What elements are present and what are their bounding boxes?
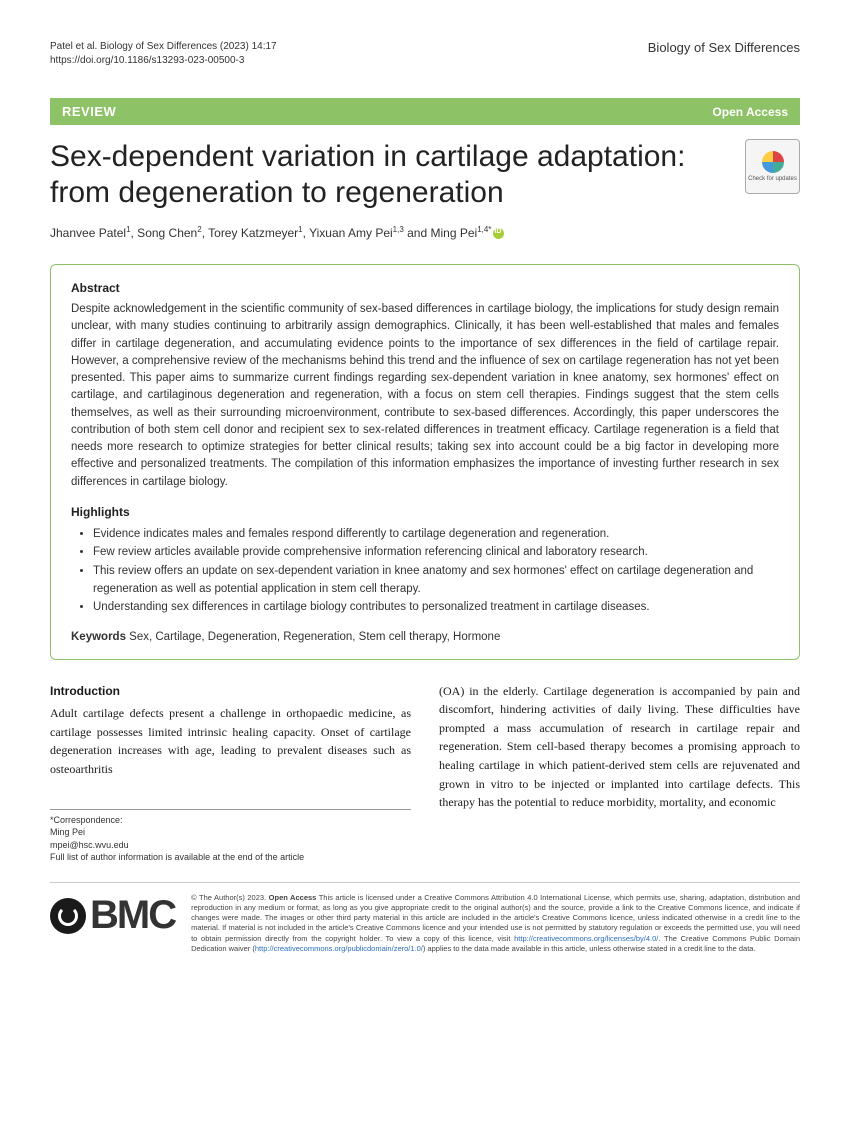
correspondence-note: Full list of author information is avail… [50, 851, 411, 864]
column-left: Introduction Adult cartilage defects pre… [50, 682, 411, 864]
keywords-line: Keywords Sex, Cartilage, Degeneration, R… [71, 631, 779, 643]
license-text: © The Author(s) 2023. Open Access This a… [191, 893, 800, 954]
orcid-icon[interactable] [493, 228, 504, 239]
check-updates-button[interactable]: Check for updates [745, 139, 800, 194]
highlight-item: Understanding sex differences in cartila… [93, 598, 779, 616]
article-type: REVIEW [62, 104, 116, 119]
abstract-heading: Abstract [71, 281, 779, 295]
highlights-list: Evidence indicates males and females res… [93, 525, 779, 617]
keywords-text: Sex, Cartilage, Degeneration, Regenerati… [129, 631, 500, 643]
intro-text-1: Adult cartilage defects present a challe… [50, 706, 411, 776]
correspondence-block: *Correspondence: Ming Pei mpei@hsc.wvu.e… [50, 809, 411, 864]
license-link-1[interactable]: http://creativecommons.org/licenses/by/4… [514, 934, 658, 943]
highlight-item: Few review articles available provide co… [93, 543, 779, 561]
open-access-label: Open Access [712, 105, 788, 119]
bmc-logo: BMC [50, 893, 175, 938]
intro-text-2: (OA) in the elderly. Cartilage degenerat… [439, 684, 800, 810]
keywords-label: Keywords [71, 631, 126, 643]
correspondence-email: mpei@hsc.wvu.edu [50, 839, 411, 852]
highlights-heading: Highlights [71, 505, 779, 519]
intro-heading: Introduction [50, 682, 411, 701]
bmc-logo-text: BMC [90, 893, 175, 938]
journal-name: Biology of Sex Differences [648, 40, 800, 68]
article-title: Sex-dependent variation in cartilage ada… [50, 139, 730, 211]
bmc-logo-icon [50, 898, 86, 934]
citation: Patel et al. Biology of Sex Differences … [50, 40, 277, 54]
citation-block: Patel et al. Biology of Sex Differences … [50, 40, 277, 68]
highlight-item: Evidence indicates males and females res… [93, 525, 779, 543]
page-footer: BMC © The Author(s) 2023. Open Access Th… [50, 882, 800, 954]
page-header: Patel et al. Biology of Sex Differences … [50, 40, 800, 68]
abstract-box: Abstract Despite acknowledgement in the … [50, 264, 800, 660]
authors-text: Jhanvee Patel1, Song Chen2, Torey Katzme… [50, 226, 491, 240]
correspondence-name: Ming Pei [50, 826, 411, 839]
author-list: Jhanvee Patel1, Song Chen2, Torey Katzme… [50, 225, 800, 240]
highlight-item: This review offers an update on sex-depe… [93, 562, 779, 599]
column-right: (OA) in the elderly. Cartilage degenerat… [439, 682, 800, 864]
check-updates-label: Check for updates [748, 176, 797, 183]
license-link-2[interactable]: http://creativecommons.org/publicdomain/… [255, 944, 423, 953]
doi: https://doi.org/10.1186/s13293-023-00500… [50, 54, 277, 68]
body-columns: Introduction Adult cartilage defects pre… [50, 682, 800, 864]
abstract-text: Despite acknowledgement in the scientifi… [71, 301, 779, 491]
crossmark-icon [762, 151, 784, 173]
article-type-banner: REVIEW Open Access [50, 98, 800, 125]
correspondence-label: *Correspondence: [50, 814, 411, 827]
